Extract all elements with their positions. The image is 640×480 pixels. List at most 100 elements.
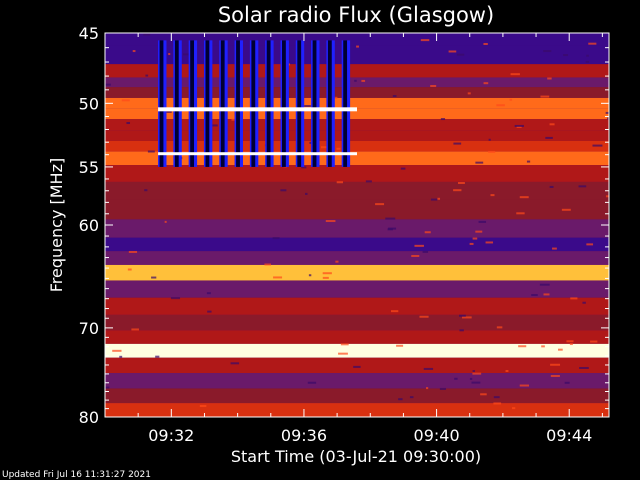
noise-speck (472, 237, 478, 240)
noise-speck (467, 92, 471, 95)
noise-speck (207, 310, 212, 313)
noise-speck (440, 118, 446, 121)
noise-speck (493, 402, 502, 405)
noise-speck (145, 74, 149, 77)
y-tick-label: 50 (79, 94, 99, 113)
noise-speck (419, 315, 429, 318)
noise-speck (353, 365, 361, 368)
burst-stripe-core (282, 40, 286, 167)
noise-speck (462, 316, 472, 319)
noise-speck (453, 142, 462, 145)
noise-speck (308, 274, 312, 277)
noise-speck (558, 348, 563, 351)
noise-speck (563, 54, 569, 57)
chart-title: Solar radio Flux (Glasgow) (218, 3, 494, 27)
burst-stripe-core (236, 40, 240, 167)
noise-speck (472, 370, 476, 373)
freq-band (105, 388, 609, 404)
noise-speck (493, 396, 500, 399)
freq-band (105, 181, 609, 200)
noise-speck (459, 329, 464, 332)
noise-speck (430, 84, 437, 87)
noise-speck (453, 189, 462, 192)
noise-speck (301, 166, 307, 169)
x-tick-label: 09:32 (148, 426, 194, 445)
noise-speck (505, 369, 509, 372)
freq-band (105, 237, 609, 252)
noise-speck (592, 144, 603, 147)
noise-speck (607, 117, 609, 120)
noise-speck (409, 396, 414, 399)
x-tick-label: 09:40 (414, 426, 460, 445)
noise-speck (509, 98, 513, 101)
noise-speck (488, 138, 491, 141)
noise-speck (582, 301, 586, 304)
noise-speck (426, 387, 429, 390)
noise-speck (144, 189, 148, 192)
noise-speck (112, 349, 122, 352)
noise-speck (588, 42, 597, 45)
noise-speck (325, 220, 336, 223)
noise-speck (552, 247, 557, 250)
noise-speck (541, 345, 545, 348)
freq-band (105, 403, 609, 417)
noise-speck (518, 345, 527, 348)
noise-speck (566, 340, 574, 343)
noise-speck (388, 227, 397, 230)
noise-speck (151, 276, 157, 279)
noise-speck (119, 355, 123, 358)
noise-speck (420, 39, 430, 42)
noise-speck (457, 182, 465, 185)
noise-speck (230, 362, 240, 365)
noise-speck (437, 197, 441, 200)
burst-stripe-core (297, 40, 302, 167)
noise-speck (126, 122, 131, 125)
y-tick-label: 55 (79, 158, 99, 177)
noise-speck (336, 181, 344, 184)
freq-band (105, 108, 609, 120)
burst-white-band (158, 107, 357, 112)
burst-stripe-core (327, 40, 332, 167)
noise-speck (475, 161, 484, 164)
noise-speck (570, 297, 578, 300)
noise-speck (569, 343, 573, 346)
noise-speck (305, 192, 308, 195)
noise-speck (164, 220, 167, 223)
noise-speck (335, 260, 339, 263)
noise-speck (585, 60, 590, 63)
freq-band (105, 343, 609, 358)
burst-stripe-core (343, 40, 348, 167)
noise-speck (340, 343, 349, 346)
y-tick-label: 70 (79, 319, 99, 338)
noise-speck (155, 355, 160, 358)
noise-speck (338, 352, 348, 355)
noise-speck (539, 283, 550, 286)
y-axis-ticks: 45 50 55 60 70 80 (79, 24, 609, 427)
y-axis-label: Frequency [MHz] (47, 158, 66, 292)
freq-band (105, 264, 609, 281)
freq-band (105, 33, 609, 46)
noise-speck (448, 50, 457, 53)
noise-speck (469, 377, 473, 380)
freq-band (105, 130, 609, 141)
noise-speck (526, 160, 531, 163)
noise-speck (273, 276, 283, 279)
noise-speck (411, 254, 420, 257)
spectrogram-plot-area (105, 33, 609, 417)
noise-speck (206, 292, 211, 295)
x-tick-label: 09:36 (281, 426, 327, 445)
noise-speck (396, 344, 404, 347)
noise-speck (483, 42, 488, 45)
noise-speck (132, 50, 136, 53)
burst-stripe-core (190, 40, 195, 167)
noise-speck (478, 220, 487, 223)
noise-speck (322, 272, 332, 275)
noise-speck (361, 79, 366, 82)
noise-speck (390, 310, 399, 313)
noise-speck (547, 77, 552, 80)
noise-speck (356, 45, 359, 48)
noise-speck (519, 384, 530, 387)
burst-stripe-core (220, 40, 225, 167)
noise-speck (121, 99, 130, 102)
